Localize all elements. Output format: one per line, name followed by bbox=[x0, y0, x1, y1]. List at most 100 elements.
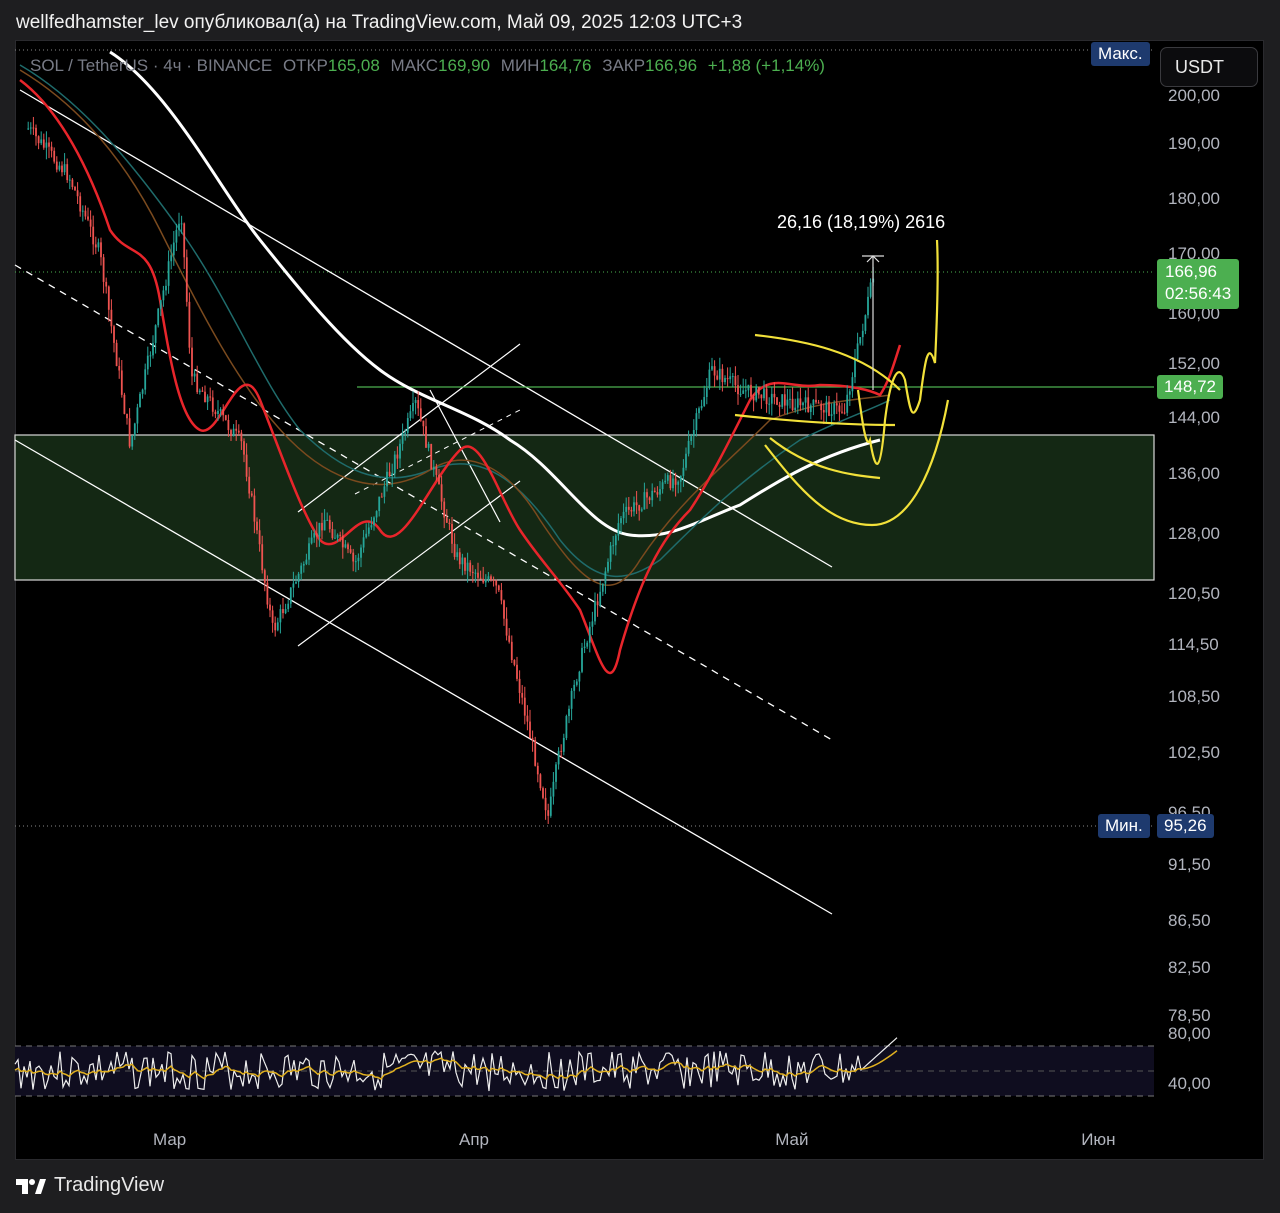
candle-body bbox=[58, 165, 61, 170]
candle-body bbox=[620, 518, 622, 524]
candle-body bbox=[185, 257, 188, 302]
candle-body bbox=[500, 590, 503, 601]
candle-body bbox=[354, 561, 357, 563]
candle-body bbox=[768, 403, 771, 405]
candle-body bbox=[781, 394, 784, 407]
candle-body bbox=[425, 426, 427, 448]
candle-body bbox=[144, 369, 147, 390]
candle-body bbox=[37, 136, 40, 144]
candle-body bbox=[640, 509, 643, 511]
candle-body bbox=[604, 571, 607, 584]
candle-body bbox=[50, 146, 53, 151]
candle-body bbox=[617, 523, 620, 536]
candle-body bbox=[594, 601, 596, 622]
x-tick-label: Май bbox=[775, 1130, 808, 1149]
yellow-flag-bottom bbox=[734, 413, 896, 427]
candle-body bbox=[456, 552, 459, 557]
candle-body bbox=[341, 535, 344, 548]
candle-body bbox=[778, 404, 781, 407]
x-axis: Мар Апр Май Июн bbox=[153, 1130, 1116, 1149]
candle-body bbox=[841, 411, 843, 413]
candle-body bbox=[42, 139, 45, 148]
candle-body bbox=[360, 547, 362, 558]
flag-line-3 bbox=[354, 409, 521, 495]
candle-body bbox=[102, 257, 105, 282]
y-tick-label: 128,00 bbox=[1168, 524, 1220, 543]
ma-brown bbox=[19, 69, 891, 586]
candle-body bbox=[445, 517, 448, 523]
tradingview-logo-icon bbox=[16, 1178, 46, 1194]
candle-body bbox=[170, 255, 173, 262]
symbol-legend[interactable]: SOL / TetherUS · 4ч · BINANCE ОТКР165,08… bbox=[30, 56, 825, 76]
ma-teal bbox=[19, 64, 891, 577]
candle-body bbox=[625, 506, 628, 512]
legend-symbol[interactable]: SOL / TetherUS · 4ч · BINANCE bbox=[30, 56, 273, 75]
candle-body bbox=[666, 475, 669, 481]
candle-body bbox=[809, 405, 812, 412]
yellow-arc-inner bbox=[769, 437, 881, 480]
candle-body bbox=[534, 740, 537, 766]
candle-body bbox=[682, 467, 685, 476]
candle-body bbox=[110, 309, 113, 327]
candle-body bbox=[560, 750, 563, 752]
candle-body bbox=[209, 396, 212, 398]
candle-body bbox=[510, 641, 513, 660]
candle-body bbox=[432, 466, 435, 470]
flag-line-4 bbox=[429, 389, 501, 523]
candle-body bbox=[318, 522, 321, 537]
legend-low: 164,76 bbox=[539, 56, 592, 75]
candle-body bbox=[612, 545, 615, 547]
candle-body bbox=[243, 441, 245, 455]
candle-body bbox=[659, 489, 661, 495]
candle-body bbox=[440, 484, 443, 502]
x-tick-label: Июн bbox=[1081, 1130, 1115, 1149]
y-tick-label: 120,50 bbox=[1168, 584, 1220, 603]
candle-body bbox=[308, 543, 310, 560]
candle-body bbox=[419, 408, 422, 421]
candle-body bbox=[152, 342, 154, 356]
candle-body bbox=[295, 582, 297, 584]
channel-upper-line bbox=[19, 89, 833, 568]
candle-body bbox=[131, 435, 134, 447]
candle-body bbox=[380, 496, 383, 498]
candle-body bbox=[651, 490, 654, 501]
rsi-tick-40: 40,00 bbox=[1168, 1074, 1211, 1093]
candle-body bbox=[141, 389, 144, 394]
candle-body bbox=[165, 285, 167, 291]
currency-button[interactable]: USDT bbox=[1160, 47, 1258, 87]
ma-white bbox=[109, 50, 881, 538]
yellow-big-arc bbox=[764, 399, 950, 527]
candle-body bbox=[94, 244, 97, 248]
candle-body bbox=[427, 443, 430, 448]
candle-body bbox=[100, 242, 102, 258]
candle-body bbox=[674, 478, 677, 485]
y-tick-label: 78,50 bbox=[1168, 1006, 1211, 1025]
candle-body bbox=[435, 466, 438, 475]
candle-body bbox=[713, 366, 716, 376]
candle-body bbox=[430, 443, 433, 470]
candle-body bbox=[370, 525, 373, 528]
candle-body bbox=[32, 127, 35, 129]
candle-body bbox=[154, 325, 157, 343]
chart-panel[interactable] bbox=[15, 40, 1264, 1160]
candle-body bbox=[136, 407, 139, 424]
candle-body bbox=[183, 223, 186, 258]
candle-body bbox=[253, 495, 256, 522]
y-tick-label: 152,00 bbox=[1168, 354, 1220, 373]
candle-body bbox=[835, 403, 838, 406]
y-tick-label: 114,50 bbox=[1168, 635, 1219, 654]
legend-low-label: МИН bbox=[500, 56, 540, 75]
candle-body bbox=[653, 490, 656, 493]
last-price-value: 166,96 bbox=[1165, 262, 1217, 281]
legend-close: 166,96 bbox=[645, 56, 698, 75]
candle-body bbox=[469, 562, 472, 572]
candle-body bbox=[84, 210, 87, 217]
candle-body bbox=[204, 391, 206, 403]
candle-body bbox=[235, 428, 238, 431]
candle-body bbox=[490, 576, 492, 580]
candle-body bbox=[248, 476, 251, 494]
candle-body bbox=[35, 127, 37, 137]
candle-body bbox=[669, 475, 672, 489]
tradingview-brand[interactable]: TradingView bbox=[16, 1174, 164, 1197]
